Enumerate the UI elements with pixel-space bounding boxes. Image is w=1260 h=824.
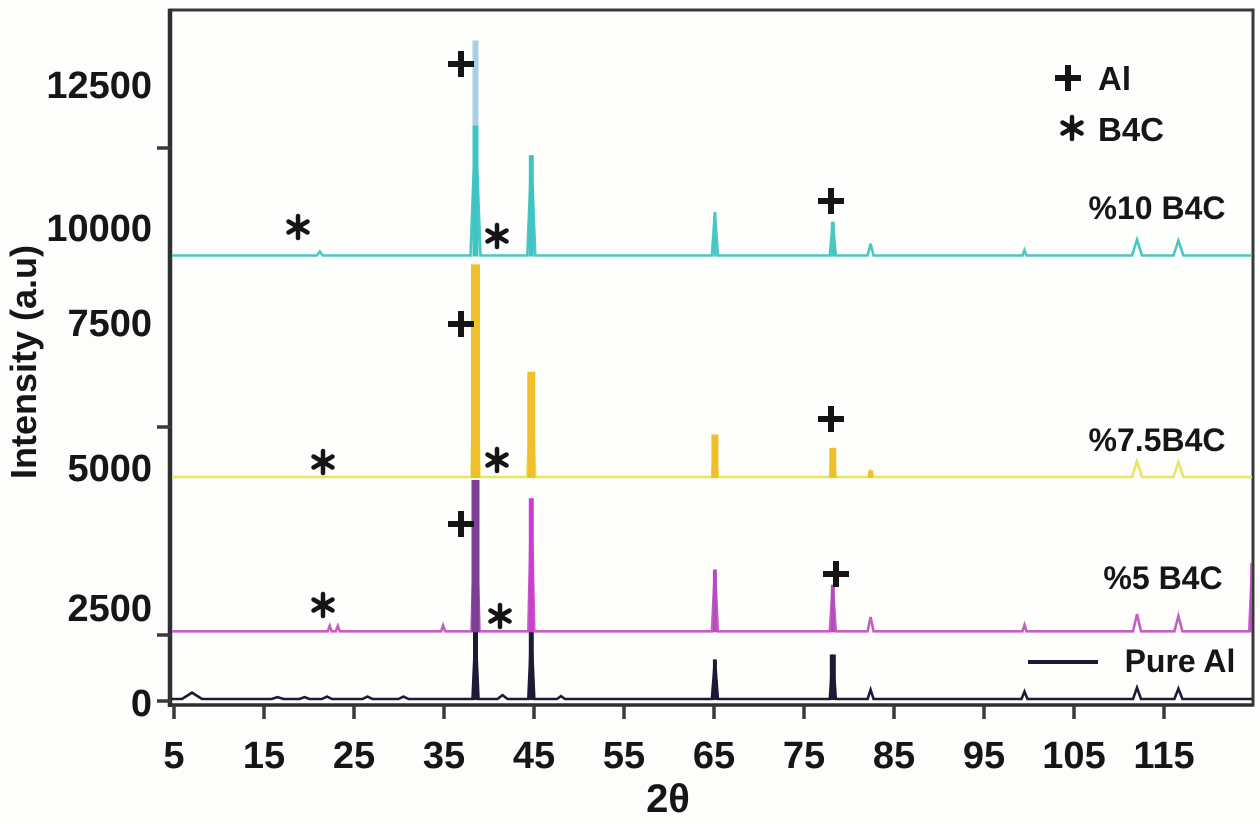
x-tick-label-5: 5 [163,735,184,777]
al-peak-plus-marker [823,561,849,587]
y-tick-label-10000: 10000 [46,208,152,250]
x-tick-label-25: 25 [333,735,375,777]
b4c-peak-star-marker [488,602,512,630]
x-tick-label-45: 45 [513,735,555,777]
star-spoke [311,597,335,613]
legend-star-icon [1060,114,1084,142]
x-tick-label-75: 75 [783,735,825,777]
b4c-peak-star-marker [485,446,509,474]
b4c-peak-star-marker [311,591,335,619]
al-peak-plus-marker [818,188,844,214]
x-axis-title: 2θ [646,777,690,821]
x-tick-label-65: 65 [693,735,735,777]
series-label-b4c-7p5: %7.5B4C [1089,422,1226,458]
y-tick-label-7500: 7500 [67,303,152,345]
star-spoke [286,219,310,235]
x-tick-label-95: 95 [963,735,1005,777]
series-label-b4c-10: %10 B4C [1089,190,1226,226]
b4c-peak-star-marker [485,222,509,250]
x-tick-label-35: 35 [423,735,465,777]
trace-pure-al [172,631,1252,701]
traces-layer [172,40,1252,701]
legend-al-label: Al [1098,60,1131,97]
x-tick-label-15: 15 [243,735,285,777]
al-peak-plus-marker [448,311,474,337]
y-tick-label-5000: 5000 [67,448,152,490]
y-tick-label-12500: 12500 [46,65,152,107]
legend-plus-icon [1055,65,1081,91]
series-label-pure-al: Pure Al [1125,643,1236,679]
x-tick-label-115: 115 [1133,735,1194,777]
y-tick-label-2500: 2500 [67,588,152,630]
al-peak-plus-marker [448,51,474,77]
x-tick-label-55: 55 [603,735,645,777]
x-tick-label-105: 105 [1042,735,1105,777]
axes-layer: 5 15 25 35 45 55 65 75 85 95 105 115 0 2500 5000 7500 10… [46,65,1194,777]
trace-b4c-5 [172,479,1252,633]
star-spoke [488,608,512,624]
star-spoke [1060,120,1084,136]
series-label-b4c-5: %5 B4C [1103,560,1222,596]
al-peak-plus-marker [818,406,844,432]
y-tick-label-0: 0 [131,683,152,725]
star-spoke [485,452,509,468]
x-tick-label-85: 85 [873,735,915,777]
star-spoke [311,454,335,470]
annotations-layer: %10 B4C %7.5B4C %5 B4C Pure Al [286,51,1236,679]
b4c-peak-star-marker [311,448,335,476]
legend-b4c-label: B4C [1098,111,1164,148]
star-spoke [485,228,509,244]
al-peak-plus-marker [448,511,474,537]
y-axis-title: Intensity (a.u) [3,245,44,479]
b4c-peak-star-marker [286,213,310,241]
